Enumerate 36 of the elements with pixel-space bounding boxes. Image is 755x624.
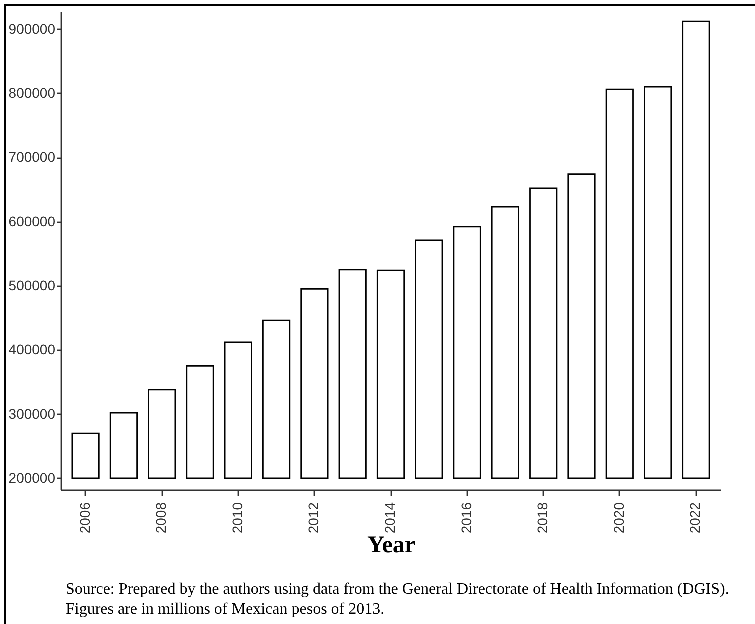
x-tick-label: 2014	[382, 502, 398, 534]
y-tick-label: 800000	[8, 84, 56, 101]
bar	[72, 432, 100, 480]
bar	[110, 412, 138, 480]
x-tick-label: 2022	[687, 502, 704, 534]
y-tick-label: 200000	[8, 470, 56, 486]
x-tick-label: 2008	[153, 502, 170, 534]
y-tick-label: 900000	[8, 20, 56, 37]
bar	[376, 270, 406, 480]
y-tick-label: 500000	[8, 277, 56, 294]
bar	[530, 188, 558, 480]
bar	[606, 88, 634, 480]
bar	[491, 206, 520, 480]
bar	[644, 86, 672, 480]
bar	[415, 240, 444, 480]
bar	[682, 20, 710, 480]
bar	[224, 342, 252, 480]
bar	[568, 174, 596, 480]
x-axis-title: Year	[368, 532, 416, 559]
x-tick-label: 2016	[458, 502, 474, 534]
bar	[186, 365, 214, 480]
bar	[338, 269, 367, 480]
bar	[300, 288, 329, 480]
y-tick-label: 300000	[8, 406, 56, 422]
y-tick-label: 400000	[8, 342, 56, 358]
x-tick-label: 2006	[76, 502, 93, 534]
x-tick-label: 2012	[306, 502, 322, 534]
x-tick-label: 2020	[610, 502, 627, 534]
y-tick-label: 700000	[8, 149, 56, 166]
y-tick-label: 600000	[8, 213, 56, 230]
x-tick-label: 2018	[534, 502, 551, 534]
bar	[148, 389, 176, 480]
x-tick-label: 2010	[229, 502, 246, 534]
bar	[262, 320, 291, 480]
source-note: Source: Prepared by the authors using data from the General Directorate of Health Information (DGIS). Figures are in millions of Mexican pesos of 2013.	[66, 580, 730, 620]
bar	[453, 226, 482, 480]
